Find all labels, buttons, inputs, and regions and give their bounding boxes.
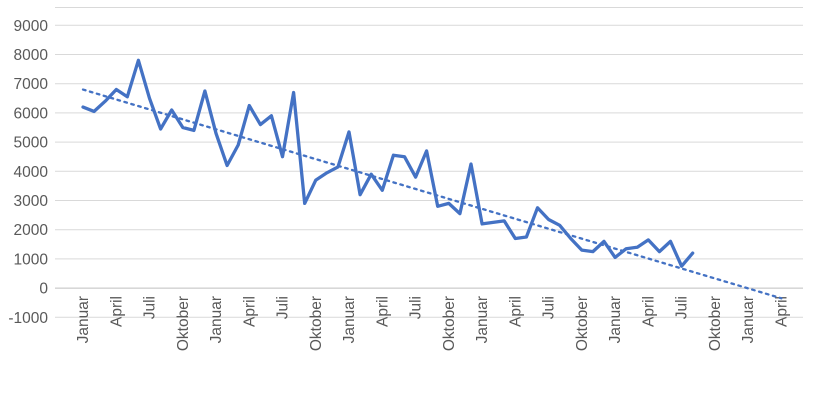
y-axis-tick-label: 4000: [14, 164, 49, 181]
x-axis-tick-label: Juli: [275, 296, 292, 319]
x-axis-tick-label: Juli: [541, 296, 558, 319]
x-axis-tick-label: Oktober: [574, 296, 591, 351]
x-axis-tick-label: Januar: [607, 296, 624, 343]
x-axis-tick-label: Januar: [208, 296, 225, 343]
y-axis-tick-label: 9000: [14, 18, 49, 35]
x-axis-tick-label: Januar: [740, 296, 757, 343]
x-axis-tick-label: Juli: [408, 296, 425, 319]
x-axis-tick-label: Juli: [142, 296, 159, 319]
y-axis-tick-label: 1000: [14, 251, 49, 268]
y-axis-tick-label: 7000: [14, 76, 49, 93]
x-axis-tick-label: Oktober: [441, 296, 458, 351]
x-axis-tick-label: Januar: [474, 296, 491, 343]
trendline-dotted: [81, 88, 783, 300]
x-axis-tick-label: April: [108, 296, 125, 327]
x-axis-tick-label: Januar: [341, 296, 358, 343]
x-axis-tick-label: Juli: [674, 296, 691, 319]
y-axis-tick-label: 3000: [14, 193, 49, 210]
x-axis-tick-label: Oktober: [175, 296, 192, 351]
y-axis-tick-label: 2000: [14, 222, 49, 239]
x-axis-tick-label: Oktober: [707, 296, 724, 351]
x-axis-tick-label: April: [507, 296, 524, 327]
y-axis-tick-label: 0: [39, 281, 48, 298]
x-axis-tick-label: Januar: [75, 296, 92, 343]
x-axis-tick-label: April: [640, 296, 657, 327]
x-axis-tick-label: Oktober: [308, 296, 325, 351]
y-axis-tick-label: 8000: [14, 47, 49, 64]
x-axis-tick-label: April: [773, 296, 790, 327]
x-axis-tick-label: April: [241, 296, 258, 327]
y-axis-tick-label: 5000: [14, 135, 49, 152]
y-axis-tick-label: 6000: [14, 105, 49, 122]
y-axis-tick-label: -1000: [8, 310, 48, 327]
data-series-line: [81, 58, 695, 268]
x-axis-tick-label: April: [374, 296, 391, 327]
